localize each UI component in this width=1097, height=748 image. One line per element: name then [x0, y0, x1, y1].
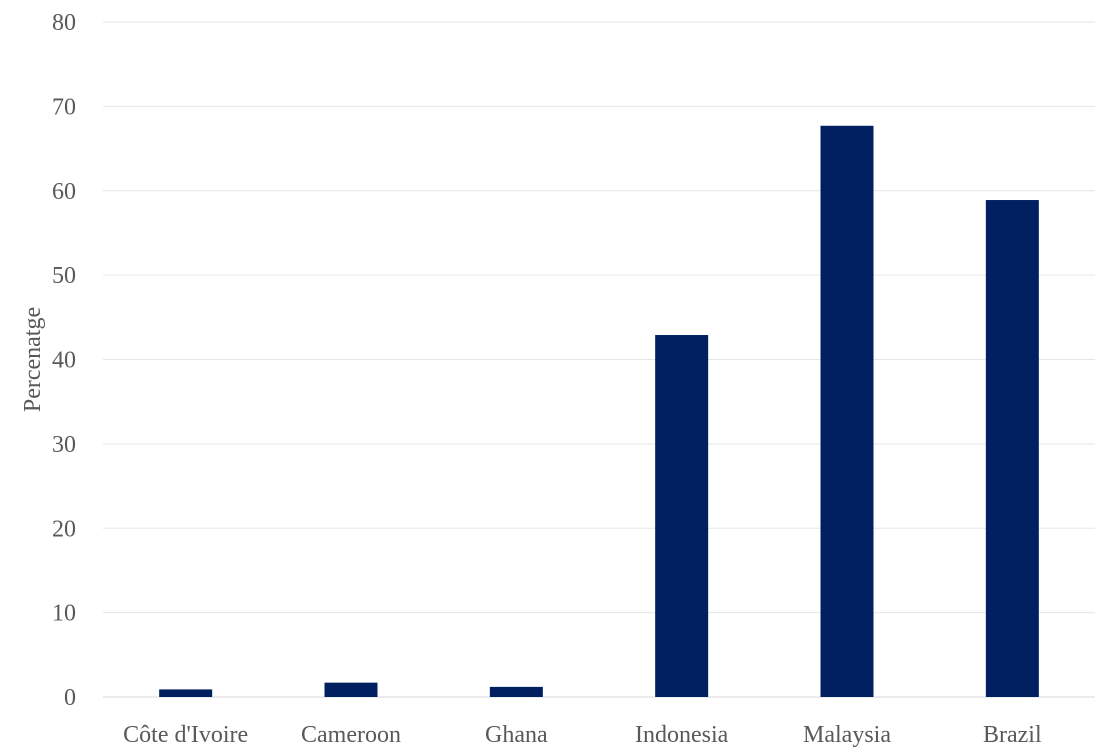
y-axis-ticks: 0 10 20 30 40 50 60 70 80	[52, 10, 76, 711]
x-tick-label: Malaysia	[803, 722, 891, 748]
x-tick-label: Côte d'Ivoire	[123, 722, 248, 748]
x-tick-label: Cameroon	[301, 722, 401, 748]
x-tick-label: Indonesia	[635, 722, 729, 748]
y-tick-label: 10	[52, 601, 76, 627]
x-axis-ticks: Côte d'Ivoire Cameroon Ghana Indonesia Malay…	[123, 722, 1042, 748]
bar-ghana	[490, 687, 543, 697]
y-tick-label: 50	[52, 263, 76, 289]
bar-malaysia	[821, 126, 874, 697]
bar-indonesia	[655, 335, 708, 697]
y-axis-title: Percenatge	[20, 307, 46, 412]
bar-cameroon	[325, 683, 378, 697]
y-tick-label: 30	[52, 432, 76, 458]
bars	[159, 126, 1039, 697]
bar-c-te-d-ivoire	[159, 689, 212, 697]
y-tick-label: 80	[52, 10, 76, 36]
bar-brazil	[986, 200, 1039, 697]
x-tick-label: Brazil	[983, 722, 1042, 748]
x-tick-label: Ghana	[485, 722, 548, 748]
gridlines	[103, 22, 1095, 697]
y-tick-label: 20	[52, 516, 76, 542]
y-tick-label: 40	[52, 348, 76, 374]
y-tick-label: 60	[52, 179, 76, 205]
y-tick-label: 0	[64, 685, 76, 711]
y-tick-label: 70	[52, 94, 76, 120]
